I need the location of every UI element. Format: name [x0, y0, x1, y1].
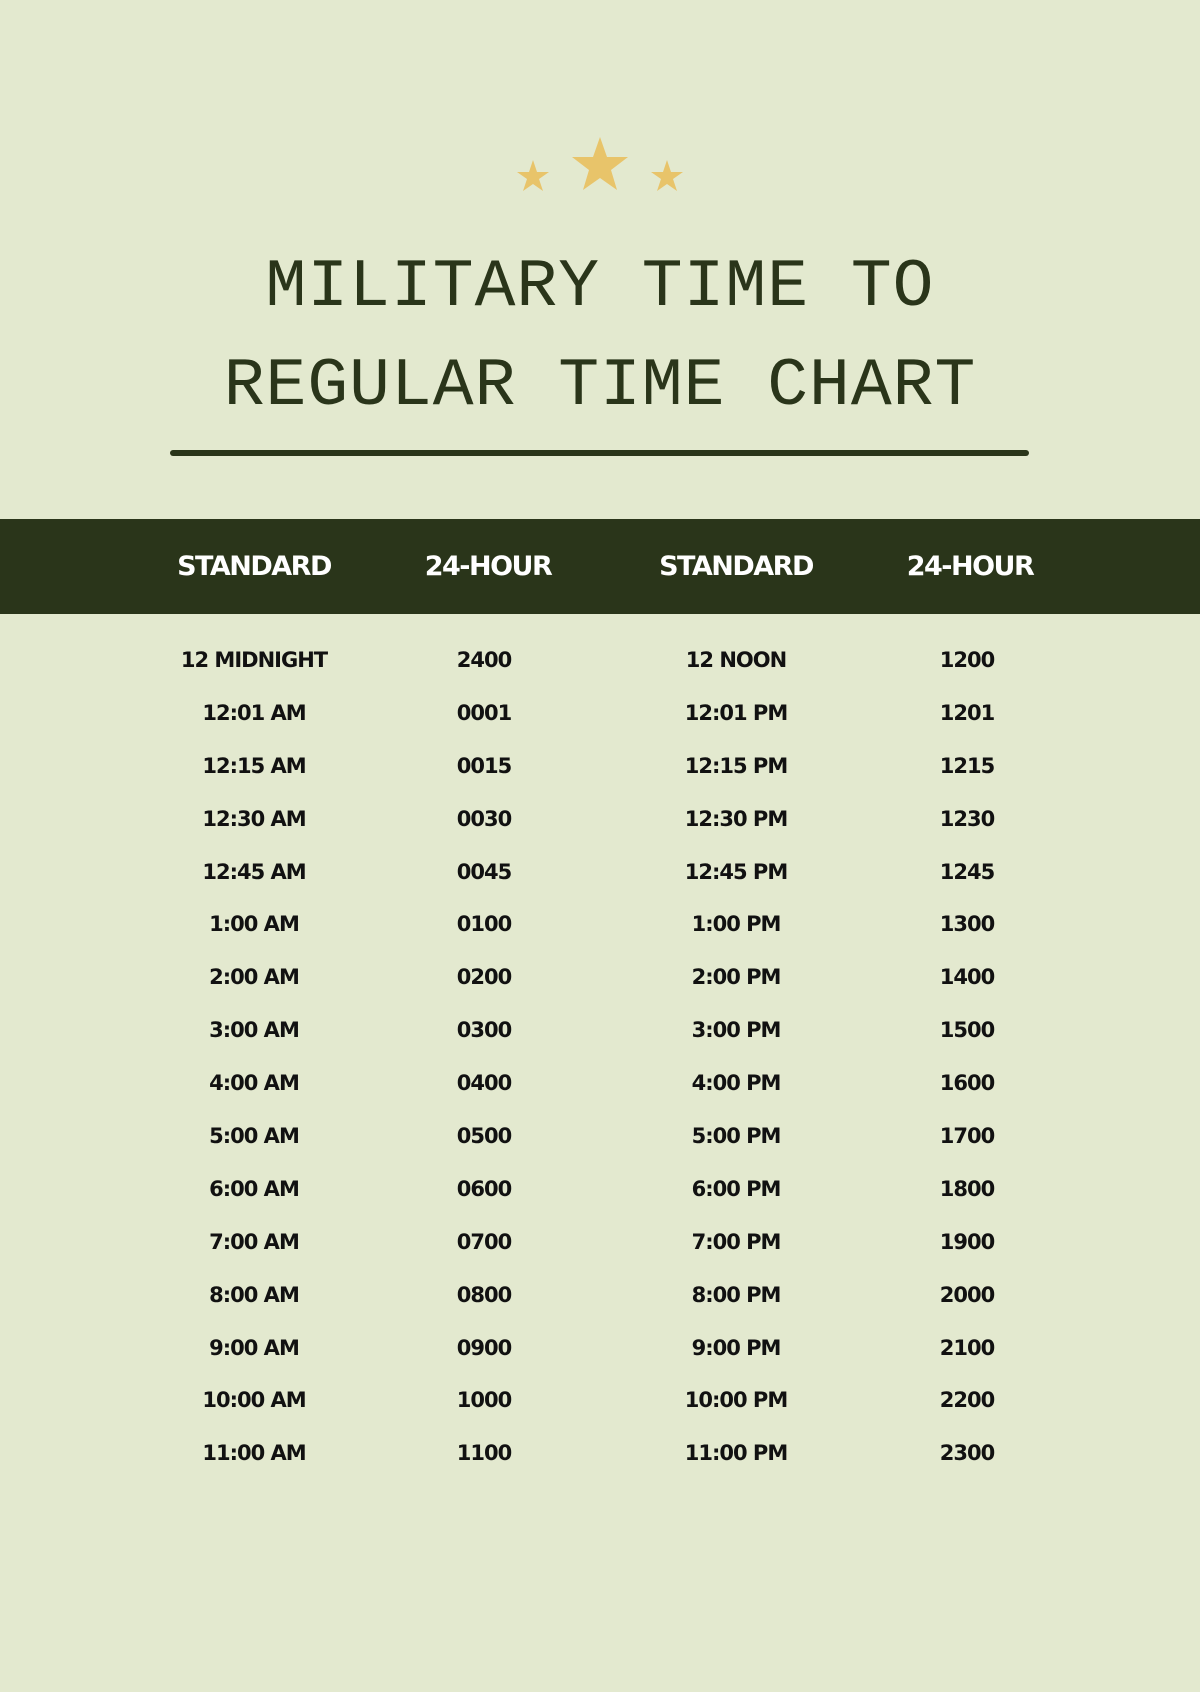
header-standard: STANDARD — [659, 551, 814, 582]
standard-pm-cell: 5:00 PM — [691, 1124, 782, 1149]
standard-pm-cell: 1:00 PM — [691, 912, 782, 937]
star-icon — [651, 160, 683, 191]
military-pm-cell: 2000 — [939, 1282, 995, 1307]
header-24-hour: 24-HOUR — [424, 551, 553, 582]
stars-decoration — [517, 137, 683, 191]
standard-pm-cell: 8:00 PM — [691, 1282, 782, 1307]
table-row: 9:00 AM 0900 9:00 PM 2100 — [0, 1324, 1200, 1377]
standard-am-cell: 5:00 AM — [209, 1124, 300, 1149]
standard-am-cell: 4:00 AM — [209, 1071, 300, 1096]
military-am-cell: 2400 — [456, 648, 512, 672]
table-body: 12 MIDNIGHT 2400 12 NOON 1200 12:01 AM 0001 12… — [0, 636, 1200, 1482]
standard-am-cell: 7:00 AM — [209, 1229, 300, 1254]
standard-am-cell: 9:00 AM — [209, 1335, 300, 1360]
table-row: 4:00 AM 0400 4:00 PM 1600 — [0, 1059, 1200, 1112]
military-am-cell: 1000 — [456, 1388, 512, 1413]
military-pm-cell: 1500 — [939, 1018, 995, 1043]
table-row: 1:00 AM 0100 1:00 PM 1300 — [0, 900, 1200, 953]
military-pm-cell: 1800 — [939, 1176, 995, 1201]
military-am-cell: 0045 — [456, 859, 512, 884]
table-row: 12 MIDNIGHT 2400 12 NOON 1200 — [0, 636, 1200, 689]
star-icon — [517, 160, 549, 191]
table-row: 2:00 AM 0200 2:00 PM 1400 — [0, 953, 1200, 1006]
military-pm-cell: 1600 — [939, 1071, 995, 1096]
military-am-cell: 0200 — [456, 965, 512, 990]
table-row: 12:01 AM 0001 12:01 PM 1201 — [0, 689, 1200, 742]
standard-pm-cell: 12:30 PM — [684, 806, 788, 831]
military-am-cell: 0600 — [456, 1176, 512, 1201]
standard-am-cell: 10:00 AM — [202, 1388, 306, 1413]
standard-pm-cell: 10:00 PM — [684, 1388, 788, 1413]
military-am-cell: 0700 — [456, 1229, 512, 1254]
standard-am-cell: 2:00 AM — [209, 965, 300, 990]
standard-am-cell: 3:00 AM — [209, 1018, 300, 1043]
standard-pm-cell: 6:00 PM — [691, 1176, 782, 1201]
military-pm-cell: 1230 — [939, 806, 995, 831]
standard-pm-cell: 7:00 PM — [691, 1229, 782, 1254]
table-row: 12:15 AM 0015 12:15 PM 1215 — [0, 742, 1200, 795]
title-underline — [170, 450, 1029, 456]
standard-am-cell: 12:15 AM — [202, 753, 306, 778]
standard-pm-cell: 2:00 PM — [691, 965, 782, 990]
header-24-hour: 24-HOUR — [906, 551, 1035, 582]
military-am-cell: 0500 — [456, 1124, 512, 1149]
title-line-1: MILITARY TIME TO — [265, 249, 935, 326]
military-pm-cell: 1700 — [939, 1124, 995, 1149]
military-am-cell: 0900 — [456, 1335, 512, 1360]
military-pm-cell: 1201 — [939, 700, 995, 725]
military-am-cell: 0001 — [456, 700, 512, 725]
military-am-cell: 0800 — [456, 1282, 512, 1307]
standard-pm-cell: 3:00 PM — [691, 1018, 782, 1043]
table-row: 6:00 AM 0600 6:00 PM 1800 — [0, 1165, 1200, 1218]
title-line-2: REGULAR TIME CHART — [223, 348, 977, 425]
military-pm-cell: 1200 — [939, 648, 995, 672]
table-row: 5:00 AM 0500 5:00 PM 1700 — [0, 1112, 1200, 1165]
standard-pm-cell: 4:00 PM — [691, 1071, 782, 1096]
military-am-cell: 0030 — [456, 806, 512, 831]
military-am-cell: 0015 — [456, 753, 512, 778]
military-pm-cell: 2100 — [939, 1335, 995, 1360]
standard-pm-cell: 12:01 PM — [684, 700, 788, 725]
table-row: 3:00 AM 0300 3:00 PM 1500 — [0, 1006, 1200, 1059]
military-pm-cell: 1215 — [939, 753, 995, 778]
standard-am-cell: 1:00 AM — [209, 912, 300, 937]
standard-pm-cell: 9:00 PM — [691, 1335, 782, 1360]
standard-pm-cell: 12:45 PM — [684, 859, 788, 884]
military-am-cell: 0300 — [456, 1018, 512, 1043]
military-pm-cell: 1900 — [939, 1229, 995, 1254]
table-row: 11:00 AM 1100 11:00 PM 2300 — [0, 1429, 1200, 1482]
standard-am-cell: 12 MIDNIGHT — [180, 648, 328, 672]
star-icon — [572, 137, 628, 190]
military-pm-cell: 1400 — [939, 965, 995, 990]
table-row: 8:00 AM 0800 8:00 PM 2000 — [0, 1271, 1200, 1324]
military-am-cell: 1100 — [456, 1441, 512, 1466]
military-pm-cell: 2200 — [939, 1388, 995, 1413]
standard-pm-cell: 12 NOON — [685, 648, 787, 672]
standard-pm-cell: 11:00 PM — [684, 1441, 788, 1466]
standard-am-cell: 11:00 AM — [202, 1441, 306, 1466]
table-row: 7:00 AM 0700 7:00 PM 1900 — [0, 1218, 1200, 1271]
military-pm-cell: 1300 — [939, 912, 995, 937]
military-am-cell: 0400 — [456, 1071, 512, 1096]
standard-am-cell: 12:45 AM — [202, 859, 306, 884]
header-standard: STANDARD — [177, 551, 332, 582]
military-am-cell: 0100 — [456, 912, 512, 937]
table-row: 12:30 AM 0030 12:30 PM 1230 — [0, 795, 1200, 848]
standard-am-cell: 12:30 AM — [202, 806, 306, 831]
table-row: 12:45 AM 0045 12:45 PM 1245 — [0, 848, 1200, 901]
page-title: MILITARY TIME TO REGULAR TIME CHART — [0, 238, 1200, 436]
standard-am-cell: 12:01 AM — [202, 700, 306, 725]
standard-am-cell: 6:00 AM — [209, 1176, 300, 1201]
military-pm-cell: 2300 — [939, 1441, 995, 1466]
table-row: 10:00 AM 1000 10:00 PM 2200 — [0, 1376, 1200, 1429]
standard-am-cell: 8:00 AM — [209, 1282, 300, 1307]
table-header: STANDARD 24-HOUR STANDARD 24-HOUR — [0, 519, 1200, 614]
military-pm-cell: 1245 — [939, 859, 995, 884]
standard-pm-cell: 12:15 PM — [684, 753, 788, 778]
